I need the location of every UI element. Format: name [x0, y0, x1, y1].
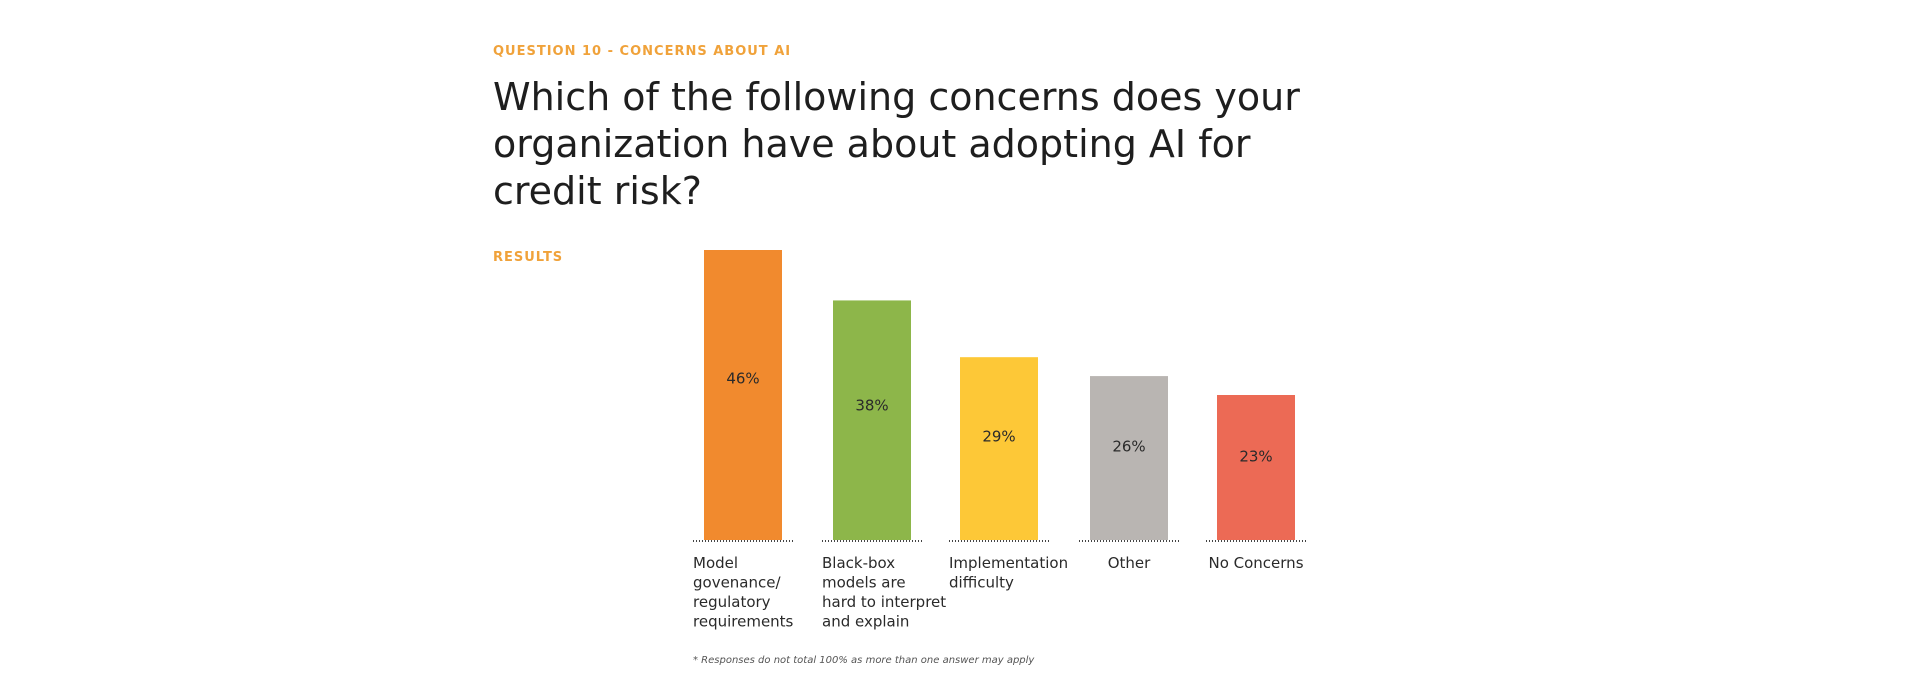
category-label: Implementation difficulty: [949, 554, 1068, 592]
category-label: Other: [1108, 554, 1151, 572]
category-label-line: requirements: [693, 613, 794, 631]
category-label-line: No Concerns: [1208, 554, 1303, 572]
category-label-line: govenance/: [693, 574, 781, 592]
category-label-line: Model: [693, 554, 738, 572]
category-label-line: Black-box: [822, 554, 895, 572]
bar: [960, 357, 1038, 540]
bar: [833, 300, 911, 540]
bar-value-label: 26%: [1112, 437, 1145, 455]
bar-value-label: 46%: [726, 369, 759, 387]
results-label: RESULTS: [493, 250, 564, 265]
question-title: Which of the following concerns does you…: [493, 75, 1300, 213]
category-label-line: regulatory: [693, 593, 771, 611]
bar: [1217, 395, 1295, 540]
bar-value-label: 29%: [982, 427, 1015, 445]
bar-value-label: 38%: [855, 397, 888, 415]
category-label: Model govenance/regulatory requirements: [693, 554, 794, 631]
category-label: No Concerns: [1208, 554, 1303, 572]
category-label-line: models are: [822, 574, 906, 592]
bar-value-label: 23%: [1239, 448, 1272, 466]
footnote: * Responses do not total 100% as more th…: [693, 655, 1035, 666]
category-label: Black-box models are hard to interpret and …: [822, 554, 946, 631]
category-label-line: hard to interpret: [822, 593, 946, 611]
question-kicker: QUESTION 10 - CONCERNS ABOUT AI: [493, 44, 792, 59]
category-label-line: Other: [1108, 554, 1151, 572]
bar: [1090, 376, 1168, 540]
category-label-line: and explain: [822, 613, 909, 631]
category-label-line: difficulty: [949, 574, 1014, 592]
bar: [704, 250, 782, 540]
category-label-line: Implementation: [949, 554, 1068, 572]
